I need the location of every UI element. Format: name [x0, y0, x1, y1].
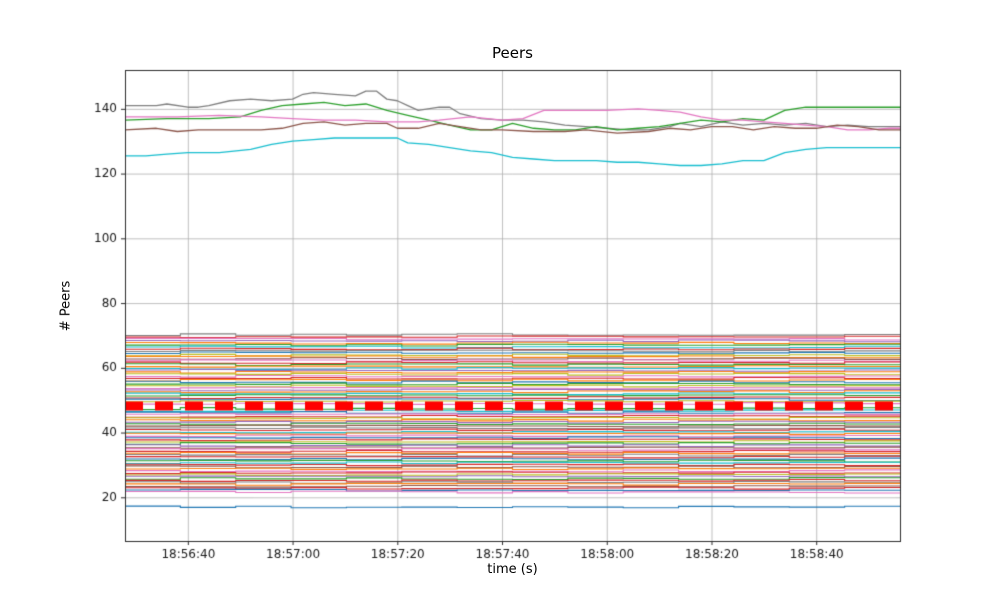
y-axis-label: # Peers [58, 280, 74, 332]
x-axis-label: time (s) [487, 562, 538, 577]
chart-title: Peers [492, 44, 533, 62]
